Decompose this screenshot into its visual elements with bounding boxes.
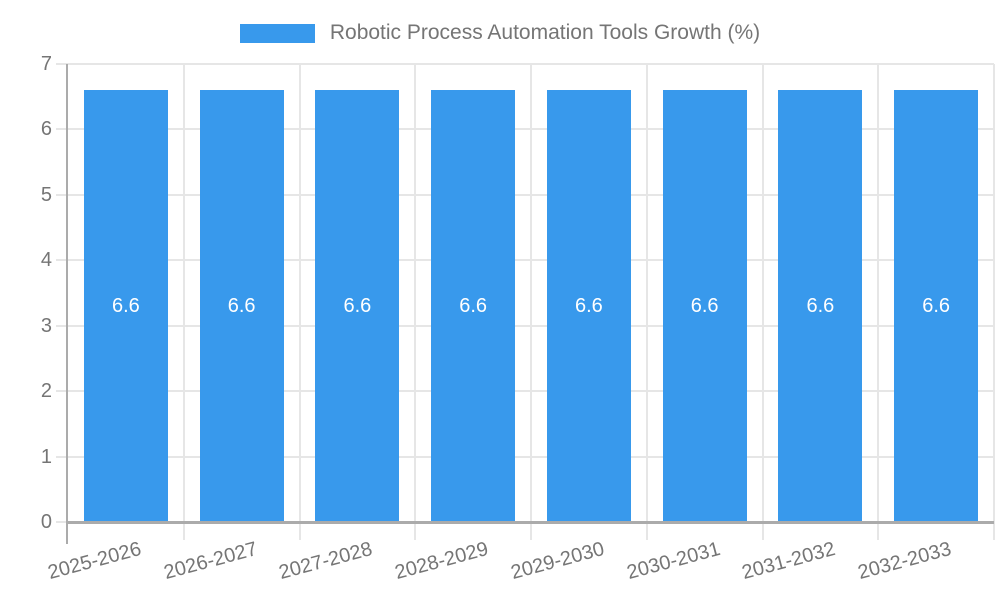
y-tick-label: 1 [40, 445, 52, 468]
y-axis-line [66, 64, 68, 544]
y-tick-label: 6 [40, 118, 52, 141]
y-tick-label: 3 [40, 314, 52, 337]
chart-legend: Robotic Process Automation Tools Growth … [0, 18, 1000, 48]
y-tick-label: 0 [40, 511, 52, 533]
y-tick [56, 390, 68, 393]
y-tick [56, 521, 68, 523]
y-tick-label: 2 [40, 380, 52, 403]
y-tick [56, 63, 68, 65]
bar-value-label: 6.6 [690, 294, 719, 317]
x-gridline [298, 64, 301, 540]
y-tick-label: 4 [40, 249, 52, 272]
bar-value-label: 6.6 [227, 294, 256, 317]
x-gridline [761, 64, 764, 540]
bar: 6.6 [315, 90, 400, 522]
plot-area: 0 1 2 3 4 5 6 7 6.6 2025-2026 6.6 2026-2027 6.6 2027-… [41, 54, 995, 584]
y-tick-label: 5 [40, 183, 52, 206]
x-gridline [877, 64, 880, 540]
y-tick [56, 128, 68, 131]
x-gridline [530, 64, 532, 540]
bar: 6.6 [662, 90, 747, 522]
y-tick [56, 324, 68, 327]
y-tick [56, 193, 68, 196]
y-tick-label: 7 [40, 53, 52, 75]
bar-value-label: 6.6 [922, 294, 951, 317]
bar: 6.6 [431, 90, 516, 522]
bar: 6.6 [778, 90, 863, 522]
y-tick [56, 455, 68, 458]
bar: 6.6 [83, 90, 168, 522]
bar-value-label: 6.6 [343, 294, 372, 317]
legend-swatch-icon [239, 23, 315, 43]
bar: 6.6 [199, 90, 284, 522]
x-gridline [645, 64, 648, 540]
x-gridline [993, 64, 995, 540]
bar-value-label: 6.6 [459, 294, 488, 317]
bar: 6.6 [894, 90, 979, 522]
x-axis-line [66, 521, 994, 524]
bar-value-label: 6.6 [574, 294, 603, 317]
bar: 6.6 [546, 90, 631, 522]
x-gridline [414, 64, 417, 540]
legend-item[interactable]: Robotic Process Automation Tools Growth … [239, 21, 761, 45]
legend-label: Robotic Process Automation Tools Growth … [329, 21, 761, 44]
bar-value-label: 6.6 [111, 294, 140, 317]
x-gridline [182, 64, 185, 540]
bar-value-label: 6.6 [806, 294, 835, 317]
y-tick [56, 259, 68, 262]
